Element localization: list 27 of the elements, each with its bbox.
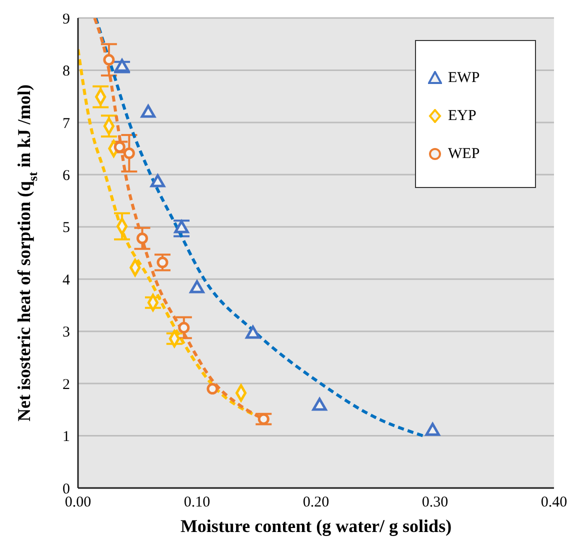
point (156, 256, 168, 268)
x-tick-label: 0.10 (184, 494, 210, 511)
y-tick-label: 9 (62, 11, 70, 28)
y-tick-label: 4 (62, 272, 70, 288)
x-axis-title: Moisture content (g water/ g solids) (180, 516, 452, 536)
x-tick-label: 0.20 (302, 494, 330, 511)
y-tick-label: 5 (62, 220, 70, 236)
legend-label: EYP (448, 108, 476, 124)
legend-label: EWP (448, 70, 480, 86)
x-tick-label: 0.40 (540, 494, 568, 511)
y-tick-label: 1 (62, 429, 70, 446)
point (178, 322, 190, 334)
y-tick-label: 7 (62, 116, 70, 132)
x-tick-label: 0.00 (64, 494, 92, 511)
point (114, 141, 126, 153)
point (103, 54, 115, 66)
point (258, 413, 270, 425)
point (206, 383, 218, 395)
y-tick-label: 2 (62, 376, 70, 393)
y-tick-label: 3 (62, 324, 70, 341)
y-tick-label: 8 (62, 64, 70, 80)
y-tick-label: 6 (62, 168, 70, 184)
point (123, 148, 135, 160)
legend-label: WEP (448, 146, 480, 162)
x-tick-label: 0.30 (422, 494, 448, 511)
point (136, 232, 148, 244)
y-tick-label: 0 (62, 481, 70, 498)
